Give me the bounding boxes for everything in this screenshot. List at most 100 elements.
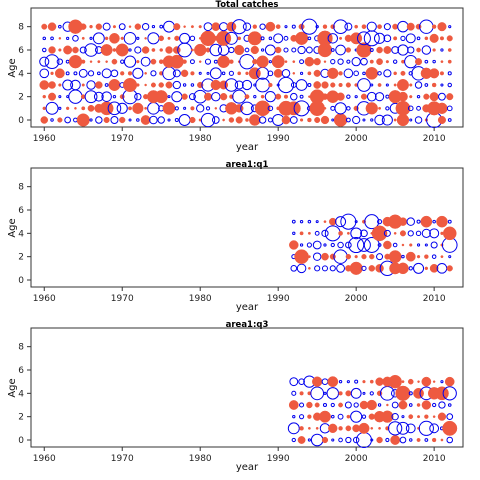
residual-bubble-negative: [429, 33, 439, 43]
residual-bubble-positive: [330, 242, 335, 248]
residual-bubble-negative: [393, 118, 397, 122]
residual-bubble-positive: [321, 229, 329, 237]
residual-bubble-negative: [222, 118, 225, 122]
residual-bubble-positive: [116, 102, 128, 114]
residual-bubble-positive: [323, 243, 327, 247]
residual-bubble-negative: [420, 215, 433, 228]
residual-bubble-positive: [221, 71, 226, 76]
residual-bubble-positive: [361, 414, 367, 419]
residual-bubble-negative: [376, 46, 383, 54]
y-tick-label: 2: [18, 413, 24, 423]
residual-bubble-negative: [81, 59, 86, 64]
residual-bubble-positive: [58, 106, 62, 110]
residual-bubble-positive: [330, 59, 336, 65]
residual-bubble-negative: [323, 107, 327, 110]
x-tick-label: 2000: [345, 454, 368, 464]
residual-bubble-positive: [396, 421, 410, 435]
residual-bubble-positive: [333, 249, 348, 264]
residual-bubble-positive: [401, 254, 405, 259]
residual-bubble-negative: [323, 220, 327, 224]
residual-bubble-positive: [337, 241, 344, 249]
residual-bubble-positive: [284, 25, 288, 29]
residual-bubble-negative: [400, 70, 406, 76]
residual-bubble-negative: [417, 380, 420, 383]
residual-bubble-negative: [315, 426, 319, 430]
residual-bubble-negative: [120, 71, 125, 76]
residual-bubble-positive: [287, 422, 300, 435]
residual-bubble-negative: [446, 93, 454, 101]
residual-bubble-negative: [294, 249, 309, 264]
residual-bubble-negative: [245, 118, 249, 122]
residual-bubble-negative: [154, 90, 168, 104]
residual-bubble-negative: [407, 378, 414, 385]
residual-bubble-positive: [377, 243, 382, 247]
residual-bubble-positive: [86, 80, 96, 90]
residual-bubble-negative: [299, 118, 304, 122]
residual-bubble-positive: [147, 102, 160, 115]
residual-bubble-positive: [363, 30, 380, 47]
residual-bubble-negative: [237, 36, 242, 41]
residual-bubble-positive: [291, 437, 296, 443]
residual-bubble-positive: [39, 68, 50, 79]
residual-bubble-negative: [376, 390, 383, 397]
residual-bubble-negative: [123, 77, 138, 93]
x-tick-label: 1960: [33, 454, 56, 464]
residual-bubble-negative: [330, 82, 336, 88]
residual-bubble-negative: [119, 116, 126, 124]
residual-bubble-positive: [385, 83, 389, 87]
residual-bubble-negative: [421, 400, 432, 410]
residual-bubble-positive: [264, 44, 276, 56]
axes-layer: 1960 1970 1980 1990 2000 2010 0 2 4 6 8: [18, 343, 446, 464]
residual-bubble-positive: [385, 437, 390, 443]
residual-bubble-positive: [96, 71, 101, 76]
residual-bubble-positive: [408, 403, 413, 407]
residual-bubble-positive: [397, 44, 409, 56]
residual-bubble-negative: [319, 410, 331, 423]
residual-bubble-positive: [178, 114, 191, 126]
residual-bubble-negative: [275, 93, 282, 100]
residual-bubble-negative: [81, 36, 85, 40]
residual-bubble-negative: [405, 251, 416, 262]
x-tick-label: 1970: [111, 454, 134, 464]
axes-layer: 1960 1970 1980 1990 2000 2010 0 2 4 6 8: [18, 23, 446, 144]
residual-bubble-positive: [293, 100, 310, 117]
residual-bubble-positive: [446, 413, 454, 421]
residual-bubble-positive: [291, 219, 296, 224]
residual-bubble-negative: [173, 46, 181, 54]
residual-bubble-positive: [64, 116, 72, 124]
residual-bubble-negative: [159, 48, 163, 52]
residual-bubble-negative: [141, 46, 150, 54]
residual-bubble-negative: [375, 264, 384, 273]
residual-bubble-positive: [289, 116, 298, 124]
y-tick-label: 4: [18, 389, 24, 399]
residual-bubble-positive: [305, 46, 313, 54]
residual-bubble-negative: [274, 46, 282, 54]
residual-bubble-negative: [136, 83, 140, 87]
residual-bubble-positive: [330, 48, 335, 52]
residual-bubble-positive: [299, 94, 304, 99]
residual-bubble-positive: [344, 401, 352, 409]
residual-bubble-negative: [68, 54, 83, 69]
y-tick-label: 0: [18, 276, 24, 286]
residual-bubble-negative: [369, 253, 375, 260]
residual-bubble-positive: [283, 47, 289, 53]
residual-bubble-negative: [370, 427, 374, 430]
residual-bubble-negative: [406, 22, 415, 31]
residual-bubble-negative: [432, 380, 436, 383]
residual-bubble-negative: [416, 438, 421, 442]
residual-bubble-positive: [354, 95, 358, 99]
residual-bubble-negative: [182, 59, 187, 64]
residual-bubble-positive: [360, 229, 368, 238]
residual-bubble-negative: [194, 43, 207, 57]
residual-bubble-positive: [200, 112, 216, 128]
residual-bubble-negative: [381, 410, 394, 423]
residual-bubble-negative: [42, 94, 46, 99]
residual-bubble-negative: [219, 80, 229, 90]
x-tick-label: 1990: [267, 454, 290, 464]
residual-bubble-positive: [260, 36, 265, 41]
residual-bubble-negative: [198, 60, 202, 63]
residual-bubble-negative: [87, 104, 95, 112]
residual-bubble-positive: [157, 116, 165, 124]
residual-bubble-positive: [140, 56, 151, 67]
residual-bubble-positive: [283, 35, 289, 41]
